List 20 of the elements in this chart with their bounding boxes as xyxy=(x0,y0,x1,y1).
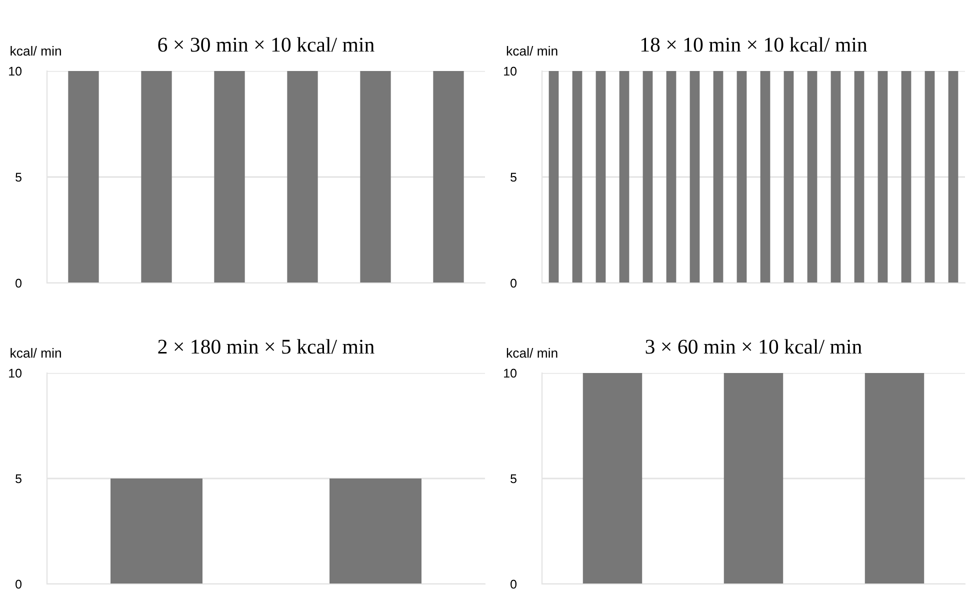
y-tick-label: 10 xyxy=(9,66,22,76)
chart-title: 6 × 30 min × 10 kcal/ min xyxy=(158,37,374,52)
y-axis-title: kcal/ min xyxy=(10,348,61,358)
y-tick-label: 0 xyxy=(16,278,22,288)
chart-title: 18 × 10 min × 10 kcal/ min xyxy=(641,37,868,52)
y-tick-label: 5 xyxy=(510,474,516,484)
y-tick-label: 0 xyxy=(510,278,517,288)
y-tick-label: 10 xyxy=(504,368,517,378)
y-tick-label: 5 xyxy=(16,474,22,484)
y-tick-label: 5 xyxy=(16,172,22,182)
y-axis-title: kcal/ min xyxy=(10,46,61,56)
y-tick-label: 10 xyxy=(9,368,22,378)
y-axis-title: kcal/ min xyxy=(506,348,558,358)
chart-title: 2 × 180 min × 5 kcal/ min xyxy=(158,339,374,354)
chart-title: 3 × 60 min × 10 kcal/ min xyxy=(646,339,862,354)
y-tick-label: 10 xyxy=(504,66,517,76)
y-tick-label: 0 xyxy=(16,580,22,589)
y-tick-label: 0 xyxy=(510,580,517,589)
y-tick-label: 5 xyxy=(510,172,516,182)
y-axis-title: kcal/ min xyxy=(506,46,558,56)
